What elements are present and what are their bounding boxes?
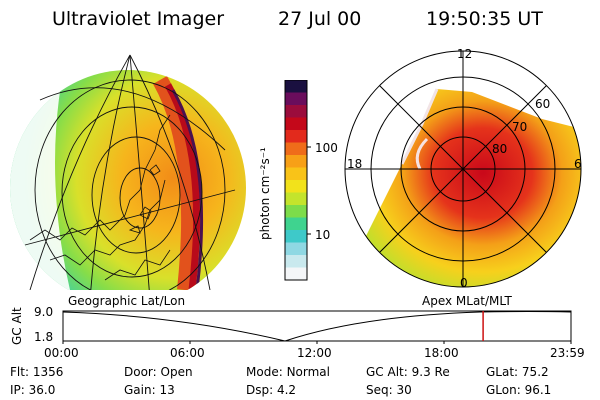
info-mode: Mode: Normal xyxy=(246,365,330,379)
info-ip: IP: 36.0 xyxy=(10,383,56,397)
mlt-label-6: 6 xyxy=(574,157,582,171)
colorbar-segment xyxy=(285,117,307,131)
colorbar-segment xyxy=(285,230,307,243)
polar-plot xyxy=(344,50,582,288)
graticule xyxy=(24,54,236,290)
lat-label-70: 70 xyxy=(512,120,528,134)
y-tick-1-8: 1.8 xyxy=(34,330,54,344)
colorbar-segment xyxy=(285,205,307,218)
colorbar-segment xyxy=(285,267,307,281)
x-tick-2359: 23:59 xyxy=(550,346,585,360)
colorbar-segment xyxy=(285,255,307,268)
colorbar-segment xyxy=(285,80,307,93)
x-tick-0600: 06:00 xyxy=(170,346,205,360)
info-seq: Seq: 30 xyxy=(366,383,412,397)
colorbar-segment xyxy=(285,192,307,206)
colorbar-segment xyxy=(285,217,307,231)
apex-label: Apex MLat/MLT xyxy=(422,294,512,308)
colorbar-segment xyxy=(285,180,307,193)
info-glon: GLon: 96.1 xyxy=(486,383,552,397)
colorbar-segment xyxy=(285,242,307,256)
mlt-label-0: 0 xyxy=(460,276,468,290)
info-dsp: Dsp: 4.2 xyxy=(246,383,297,397)
time-label: 19:50:35 UT xyxy=(426,8,543,30)
colorbar-unit-label: photon cm⁻²s⁻¹ xyxy=(258,147,272,240)
mlt-label-12: 12 xyxy=(457,47,473,61)
geographic-image-panel xyxy=(10,54,246,290)
colorbar xyxy=(284,80,311,281)
geographic-label: Geographic Lat/Lon xyxy=(68,294,186,308)
gc-alt-axis-title: GC Alt xyxy=(10,307,24,345)
x-tick-1800: 18:00 xyxy=(424,346,459,360)
coastlines xyxy=(29,114,171,281)
polar-grid xyxy=(344,50,582,288)
info-door: Door: Open xyxy=(124,365,193,379)
lat-label-60: 60 xyxy=(535,97,551,111)
colorbar-segment xyxy=(285,167,307,181)
colorbar-tick-10: 10 xyxy=(315,228,331,242)
y-tick-9: 9.0 xyxy=(34,305,54,319)
info-glat: GLat: 75.2 xyxy=(486,365,549,379)
lat-label-80: 80 xyxy=(492,142,508,156)
colorbar-segment xyxy=(285,130,307,143)
date-label: 27 Jul 00 xyxy=(278,8,362,30)
colorbar-segment xyxy=(285,92,307,106)
info-flt: Flt: 1356 xyxy=(10,365,64,379)
colorbar-segment xyxy=(285,142,307,156)
colorbar-segment xyxy=(285,105,307,118)
info-gc-alt: GC Alt: 9.3 Re xyxy=(366,365,450,379)
mlt-label-18: 18 xyxy=(347,157,363,171)
altitude-timeline[interactable] xyxy=(60,308,575,344)
colorbar-segment xyxy=(285,155,307,168)
x-tick-1200: 12:00 xyxy=(297,346,332,360)
colorbar-tick-100: 100 xyxy=(315,141,338,155)
info-gain: Gain: 13 xyxy=(124,383,175,397)
x-tick-0000: 00:00 xyxy=(44,346,79,360)
app-title: Ultraviolet Imager xyxy=(52,8,225,30)
